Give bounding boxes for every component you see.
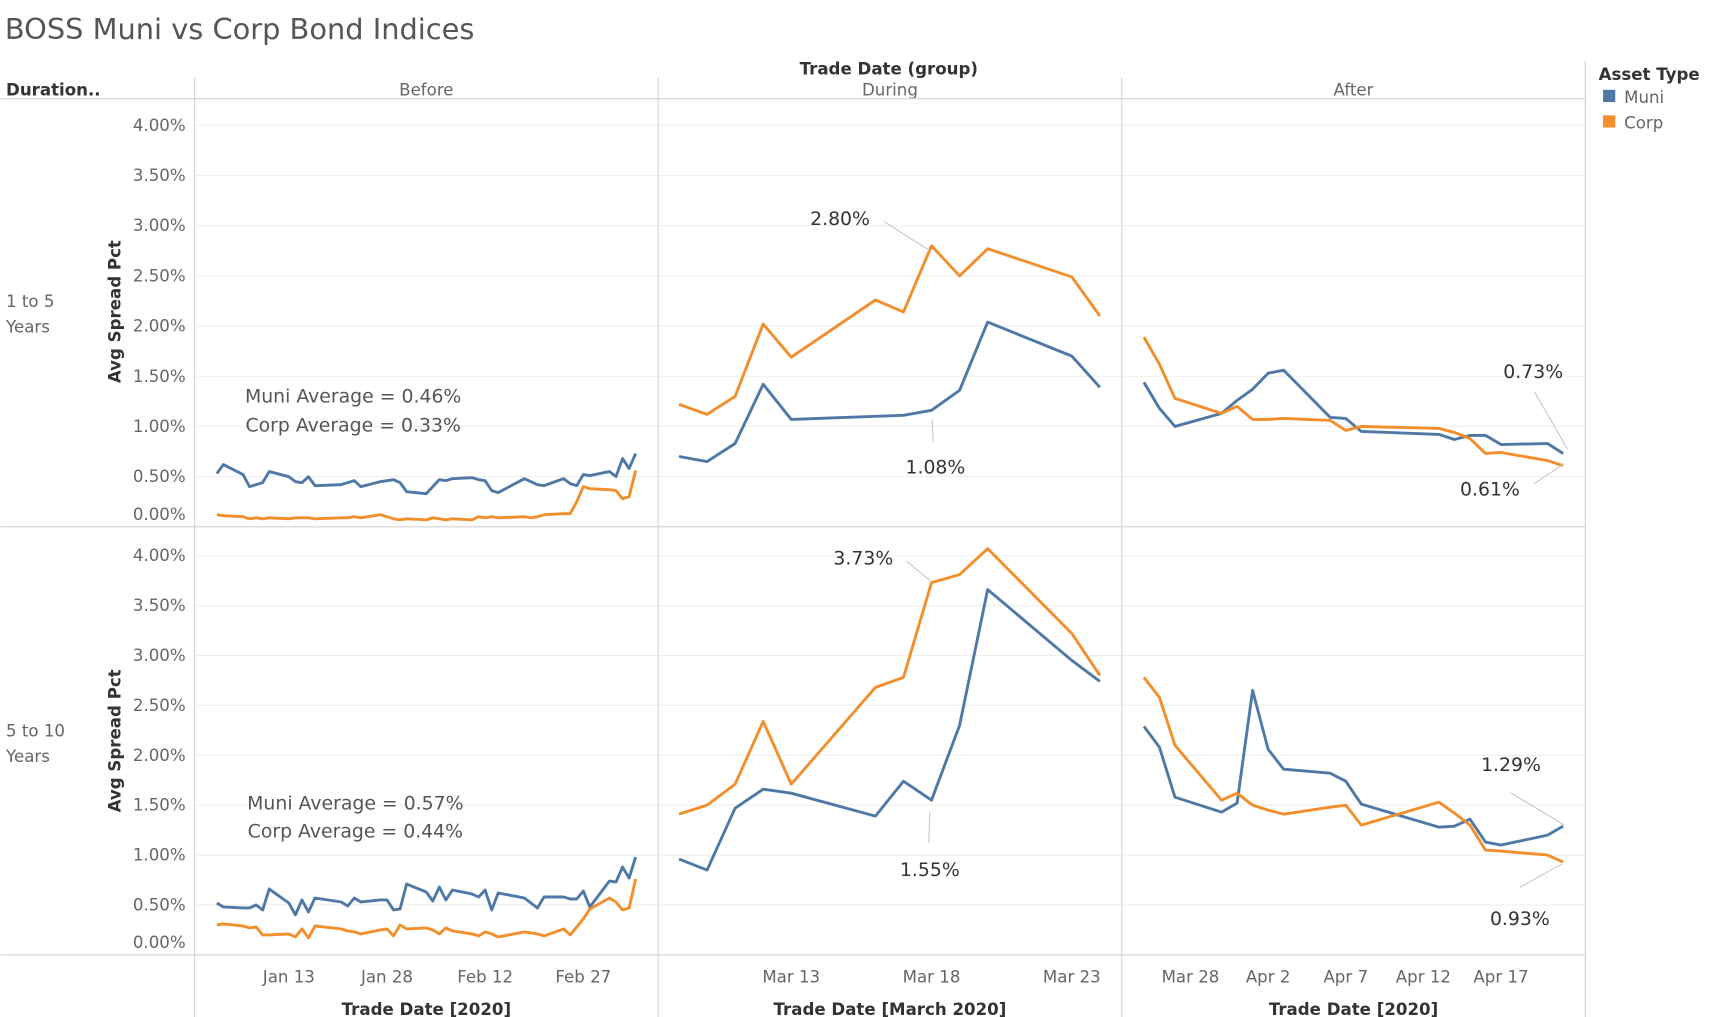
y-axis-title-top: Avg Spread Pct <box>105 240 124 383</box>
y-tick-label: 3.50% <box>133 596 186 615</box>
x-tick-label: Feb 27 <box>555 968 611 987</box>
x-tick-label: Mar 13 <box>762 968 820 987</box>
y-tick-label: 3.00% <box>133 646 186 665</box>
x-tick-label: Apr 2 <box>1246 968 1291 987</box>
series-line-muni-before-top[interactable] <box>215 452 637 496</box>
column-before: Before <box>399 80 453 99</box>
row-label-5-10-years: Years <box>5 747 50 766</box>
x-tick-label: Mar 18 <box>903 968 961 987</box>
annotation-bottom-during-max: 3.73% <box>833 549 893 570</box>
x-tick-label: Mar 28 <box>1162 968 1220 987</box>
column-after: After <box>1334 80 1374 99</box>
x-axis-title-before: Trade Date [2020] <box>342 1000 511 1017</box>
series-line-corp-before-bottom[interactable] <box>216 878 638 940</box>
y-tick-label: 2.00% <box>133 746 186 765</box>
y-tick-label: 0.50% <box>133 896 186 915</box>
legend-label-corp[interactable]: Corp <box>1624 114 1663 133</box>
y-tick-label: 1.00% <box>133 846 186 865</box>
annotation-bottom-during-min: 1.55% <box>900 860 960 881</box>
x-tick-label: Feb 12 <box>457 968 513 987</box>
annotation-top-after-corp: 0.61% <box>1460 480 1520 501</box>
y-tick-label: 3.50% <box>133 166 186 185</box>
series-line-muni-during-bottom[interactable] <box>678 588 1101 872</box>
y-tick-label: 1.50% <box>133 796 186 815</box>
y-axis-title-bottom: Avg Spread Pct <box>105 669 124 812</box>
annotation-top-during-max: 2.80% <box>810 209 870 230</box>
annotation-top-muni-average: Muni Average = 0.46% <box>245 387 461 408</box>
y-tick-label: 0.00% <box>133 933 186 952</box>
column-header-title: Trade Date (group) <box>800 59 978 78</box>
series-line-corp-after-top[interactable] <box>1142 336 1564 467</box>
y-tick-label: 3.00% <box>133 216 186 235</box>
series-line-corp-during-top[interactable] <box>678 244 1102 416</box>
series-line-corp-after-bottom[interactable] <box>1142 676 1564 864</box>
row-label-1-5-years: Years <box>5 318 50 337</box>
annotation-bottom-muni-average: Muni Average = 0.57% <box>247 794 463 815</box>
y-tick-label: 2.00% <box>133 317 186 336</box>
legend-swatch-muni <box>1603 89 1616 103</box>
series-line-muni-after-top[interactable] <box>1142 368 1564 455</box>
x-tick-label: Jan 28 <box>360 968 413 987</box>
y-tick-label: 1.50% <box>133 367 186 386</box>
row-label-1-5: 1 to 5 <box>6 292 54 311</box>
chart-title: BOSS Muni vs Corp Bond Indices <box>5 12 474 46</box>
annotation-bottom-after-corp: 0.93% <box>1490 909 1550 930</box>
x-axis-title-after: Trade Date [2020] <box>1269 1000 1438 1017</box>
row-label-5-10: 5 to 10 <box>6 721 65 740</box>
x-tick-label: Apr 7 <box>1323 968 1368 987</box>
y-tick-label: 2.50% <box>133 696 186 715</box>
y-tick-label: 0.00% <box>133 505 186 524</box>
x-tick-label: Jan 13 <box>262 968 315 987</box>
series-line-muni-before-bottom[interactable] <box>216 856 638 917</box>
series-line-muni-during-top[interactable] <box>678 320 1101 464</box>
y-tick-label: 4.00% <box>133 116 186 135</box>
y-tick-label: 2.50% <box>133 266 186 285</box>
y-tick-label: 0.50% <box>133 467 186 486</box>
y-tick-label: 1.00% <box>133 417 186 436</box>
row-header-title: Duration.. <box>6 80 101 99</box>
x-tick-label: Apr 17 <box>1473 968 1528 987</box>
x-axis-title-during: Trade Date [March 2020] <box>774 1000 1007 1017</box>
annotation-top-corp-average: Corp Average = 0.33% <box>245 415 460 436</box>
series-line-corp-before-top[interactable] <box>216 470 638 522</box>
legend-label-muni[interactable]: Muni <box>1624 88 1664 107</box>
y-tick-label: 4.00% <box>133 546 186 565</box>
annotation-top-after-muni: 0.73% <box>1503 362 1563 383</box>
x-tick-label: Apr 12 <box>1396 968 1451 987</box>
legend-swatch-corp <box>1603 115 1616 128</box>
annotation-bottom-corp-average: Corp Average = 0.44% <box>248 821 463 842</box>
annotation-bottom-after-muni: 1.29% <box>1481 755 1541 776</box>
series-line-muni-after-bottom[interactable] <box>1142 688 1564 847</box>
series-line-corp-during-bottom[interactable] <box>678 547 1102 816</box>
x-tick-label: Mar 23 <box>1043 968 1101 987</box>
annotation-top-during-min: 1.08% <box>905 458 965 479</box>
column-during: During <box>862 80 918 99</box>
legend: Asset Type Muni Corp <box>1599 65 1700 133</box>
legend-title: Asset Type <box>1599 65 1700 84</box>
